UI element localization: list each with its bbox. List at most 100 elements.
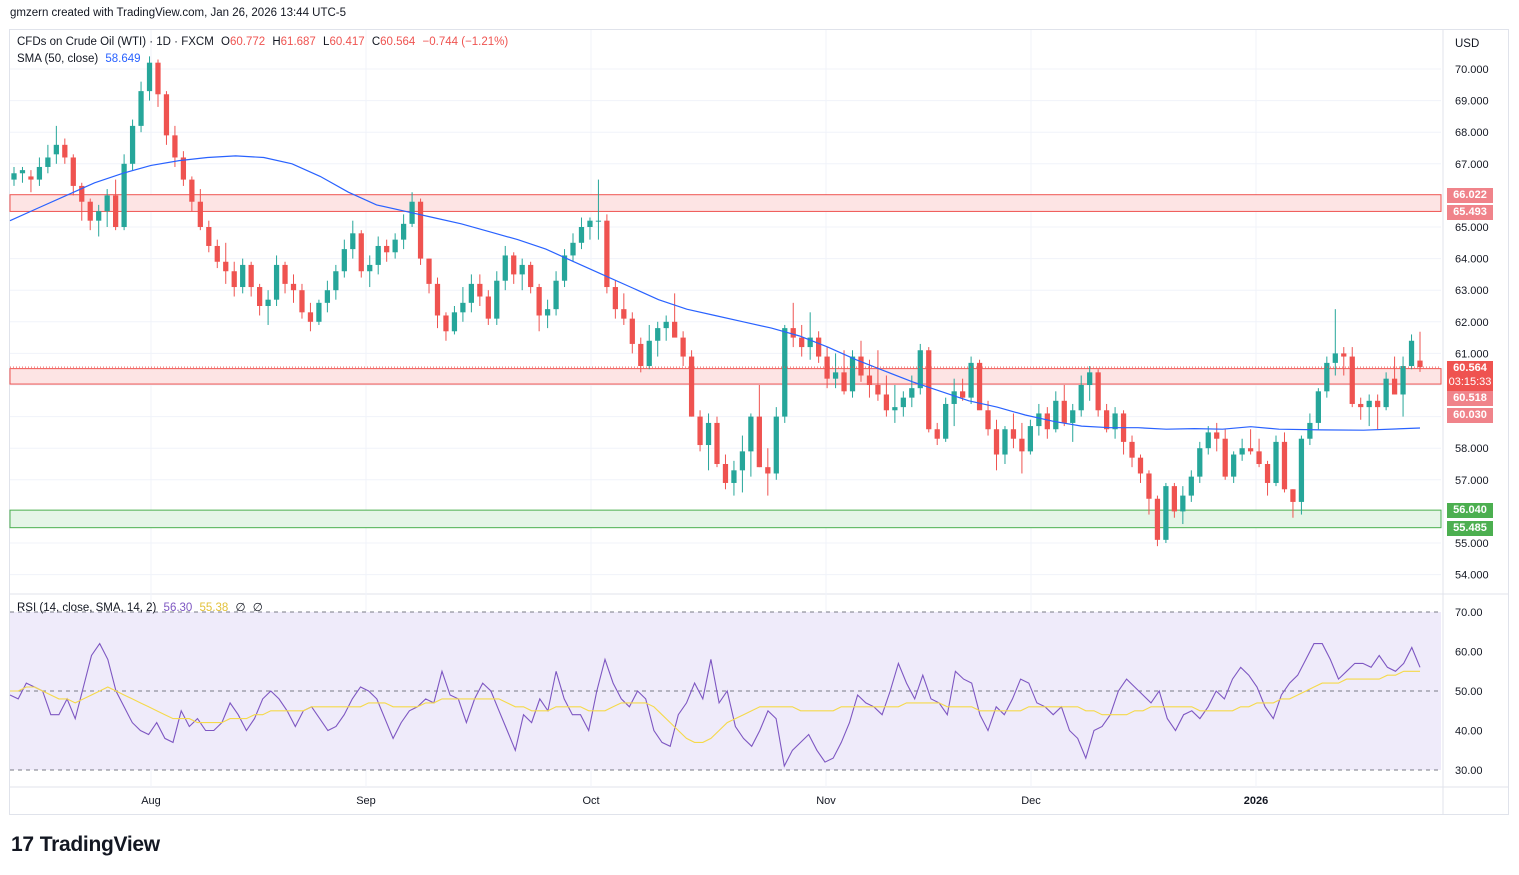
candle-body (672, 321, 678, 338)
rsi-value: 56.30 (163, 602, 193, 614)
price-tick-label: 62.000 (1455, 317, 1489, 329)
candle-body (248, 264, 254, 288)
rsi-tick-label: 50.00 (1455, 686, 1483, 698)
currency-label[interactable]: USD (1455, 38, 1480, 50)
high-label: H61.687 (272, 36, 320, 48)
candle-body (257, 287, 263, 306)
price-tick-label: 63.000 (1455, 285, 1489, 297)
candle-body (1290, 489, 1296, 502)
candle-body (146, 62, 153, 92)
candle-body (1163, 486, 1169, 540)
candle-body (324, 290, 331, 303)
candle-body (824, 356, 830, 379)
candle-body (1324, 362, 1330, 392)
tradingview-logo[interactable]: 17 TradingView (11, 833, 160, 857)
candle-body (460, 302, 466, 313)
zone-top-lower-tag: 65.493 (1447, 205, 1493, 220)
candle-body (756, 416, 762, 468)
candle-body (333, 271, 339, 291)
candle-body (206, 227, 212, 246)
candle-body (375, 245, 381, 265)
rsi-extra-2: ∅ (252, 602, 263, 614)
candle-body (392, 239, 398, 253)
candle-body (299, 290, 305, 313)
candle-body (1298, 438, 1305, 502)
candle-body (621, 309, 627, 319)
candle-body (1002, 429, 1008, 455)
candle-body (1417, 360, 1423, 368)
candle-body (358, 233, 364, 272)
candle-body (45, 157, 51, 167)
candle-body (1383, 378, 1389, 408)
candle-body (1137, 457, 1144, 474)
open-value: 60.772 (229, 36, 266, 48)
candle-body (1247, 448, 1254, 452)
candle-body (1044, 413, 1050, 430)
candle-body (799, 337, 805, 348)
candle-body (1332, 353, 1338, 363)
candle-body (773, 416, 779, 474)
price-tick-label: 65.000 (1455, 222, 1489, 234)
candle-body (11, 173, 17, 180)
time-tick-label: Dec (1021, 795, 1041, 807)
rsi-line (9, 642, 1421, 768)
candle-body (1256, 451, 1262, 464)
candle-body (1214, 432, 1220, 439)
candle-body (1036, 413, 1042, 427)
zone-mid-upper-tag: 60.518 (1447, 391, 1493, 406)
price-tick-label: 70.000 (1455, 64, 1489, 76)
candle-body (604, 220, 610, 288)
candle-body (367, 264, 373, 272)
candle-body (426, 258, 432, 284)
candle-body (595, 220, 602, 222)
candle-body (1019, 438, 1025, 452)
candle-body (841, 372, 847, 392)
candle-body (1078, 385, 1084, 411)
candle-body (1112, 413, 1118, 430)
candle-body (832, 372, 839, 379)
candle-body (231, 271, 237, 288)
time-tick-label: Nov (816, 795, 836, 807)
candle-body (19, 170, 26, 174)
candle-body (883, 394, 890, 411)
candle-body (240, 264, 246, 288)
sma-50-line (9, 155, 1421, 431)
candle-body (1408, 340, 1415, 367)
rsi-extra-1: ∅ (235, 602, 246, 614)
candle-body (688, 356, 695, 417)
price-zone-red (9, 368, 1442, 385)
candle-body (782, 328, 788, 417)
symbol-label: CFDs on Crude Oil (WTI) · 1D · FXCM (17, 36, 214, 48)
candle-body (307, 312, 314, 322)
candle-body (1349, 356, 1355, 404)
candle-body (434, 283, 441, 316)
price-tick-label: 54.000 (1455, 570, 1489, 582)
candle-body (223, 261, 229, 272)
candle-body (1366, 400, 1372, 408)
candle-body (138, 91, 144, 126)
price-tick-label: 68.000 (1455, 127, 1489, 139)
price-zone-green (9, 509, 1442, 529)
candle-body (113, 195, 119, 227)
candle-body (1129, 441, 1135, 458)
candle-body (663, 321, 669, 329)
zone-mid-lower-tag: 60.030 (1447, 408, 1493, 423)
price-tick-label: 55.000 (1455, 538, 1489, 550)
candle-body (70, 157, 76, 186)
candle-body (36, 166, 43, 180)
last-price-tag: 60.564 03:15:33 (1447, 361, 1493, 391)
high-value: 61.687 (280, 36, 316, 48)
candle-body (1146, 473, 1152, 499)
candle-body (1171, 486, 1177, 512)
price-tick-label: 58.000 (1455, 443, 1489, 455)
candle-body (172, 135, 178, 158)
candle-body (892, 407, 898, 411)
candle-body (155, 62, 161, 95)
candle-body (765, 467, 771, 474)
candle-body (934, 429, 940, 439)
candle-body (1180, 495, 1186, 512)
tradingview-logo-text: TradingView (39, 833, 160, 856)
candle-body (1231, 454, 1237, 477)
candle-body (968, 362, 974, 398)
